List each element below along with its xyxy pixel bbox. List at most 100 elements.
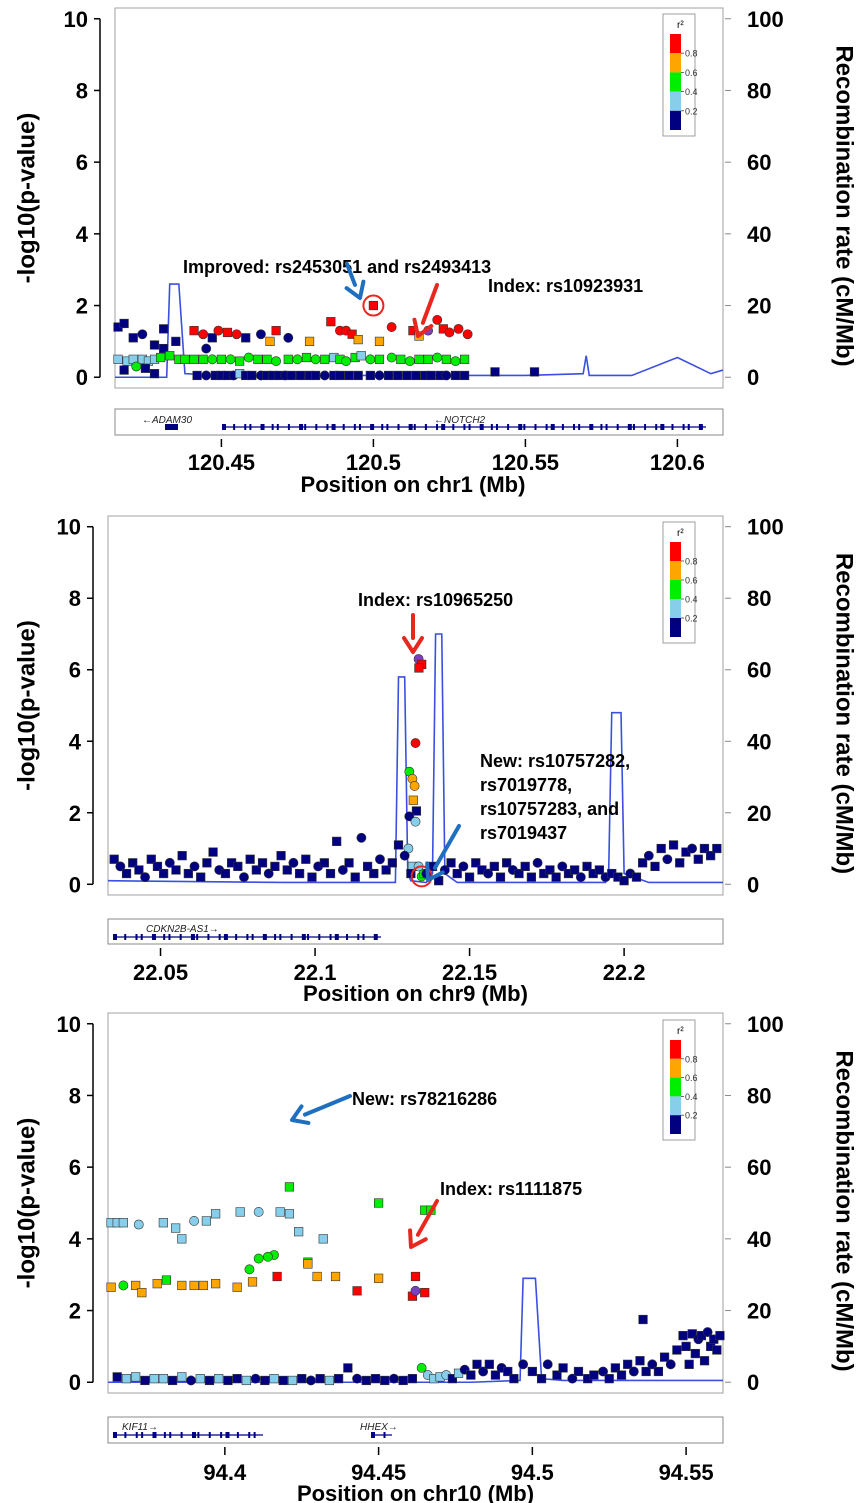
exon (386, 424, 389, 430)
snp-point-square (315, 1374, 325, 1384)
snp-point-circle (337, 865, 348, 875)
snp-point-square (373, 1198, 384, 1208)
snp-point-square (233, 861, 243, 871)
exon (165, 424, 178, 430)
snp-point-circle (356, 832, 367, 843)
snp-point-square (109, 854, 119, 864)
y-tick-label: 10 (64, 7, 88, 32)
snp-point-square (582, 861, 592, 871)
snp-point-square (570, 865, 580, 875)
exon (550, 424, 555, 430)
x-tick-label: 22.15 (442, 960, 497, 985)
snp-point-circle (319, 370, 330, 381)
annotation-arrowhead (412, 317, 434, 338)
snp-point-square (672, 1345, 682, 1355)
exon (290, 934, 293, 940)
x-tick-label: 94.5 (511, 1460, 554, 1485)
snp-point-circle (253, 1253, 264, 1264)
snp-point-square (286, 370, 296, 381)
y2-tick-label: 0 (747, 872, 759, 897)
y-tick-label: 0 (69, 1370, 81, 1395)
legend-title: r² (677, 20, 684, 31)
snp-point-circle (647, 1359, 658, 1370)
snp-point-square (165, 351, 175, 361)
exon (518, 424, 523, 430)
exon (225, 1432, 230, 1438)
exon (479, 424, 484, 430)
snp-point-circle (198, 329, 209, 340)
snp-point-square (690, 1348, 700, 1359)
y2-tick-label: 80 (747, 1083, 771, 1108)
gene-label: ←NOTCH2 (434, 415, 486, 426)
exon (113, 934, 117, 940)
snp-point-circle (306, 1375, 316, 1386)
snp-point-square (635, 1356, 645, 1366)
snp-point-square (167, 1375, 178, 1386)
snp-point-square (514, 868, 524, 879)
snp-point-square (301, 854, 311, 864)
snp-point-circle (598, 1366, 608, 1377)
snp-point-square (137, 1288, 147, 1298)
snp-point-circle (557, 861, 568, 872)
exon (346, 934, 349, 940)
exon (495, 424, 498, 430)
snp-point-square (128, 333, 138, 343)
snp-point-square (408, 795, 418, 805)
snp-point-circle (310, 354, 321, 365)
snp-point-circle (213, 325, 224, 336)
snp-point-square (307, 872, 317, 882)
y-tick-label: 8 (69, 1083, 81, 1108)
snp-point-square (356, 351, 366, 361)
snp-point-square (369, 868, 379, 879)
snp-point-square (681, 1341, 691, 1351)
exon (135, 934, 138, 940)
snp-point-square (128, 858, 138, 868)
snp-point-square (220, 868, 231, 879)
snp-point-circle (250, 1373, 261, 1384)
exon (397, 424, 400, 430)
exon (632, 424, 635, 430)
annotation-line: New: rs10757282, (480, 751, 630, 771)
exon (687, 424, 690, 430)
snp-point-circle (375, 854, 385, 865)
snp-point-square (610, 1363, 620, 1373)
y-tick-label: 6 (69, 658, 81, 683)
snp-point-square (407, 1374, 418, 1384)
snp-point-square (235, 1207, 245, 1217)
snp-point-square (365, 370, 375, 381)
annotation-line: New: rs78216286 (352, 1089, 497, 1109)
snp-point-square (192, 370, 202, 381)
exon (190, 934, 195, 940)
snp-point-square (503, 1366, 513, 1377)
legend-swatch (670, 580, 681, 599)
snp-point-square (304, 336, 315, 346)
exon (413, 424, 416, 430)
snp-point-circle (244, 1264, 255, 1275)
snp-point-square (146, 854, 156, 864)
exon (251, 934, 254, 940)
snp-point-circle (404, 811, 415, 822)
snp-point-square (272, 1271, 282, 1282)
x-tick-label: 120.45 (188, 450, 255, 475)
snp-point-square (335, 370, 345, 381)
snp-point-circle (137, 329, 148, 340)
x-tick-label: 22.05 (133, 960, 188, 985)
snp-point-circle (416, 1363, 427, 1373)
snp-point-square (269, 1374, 279, 1384)
y-tick-label: 4 (69, 1227, 82, 1252)
y2-tick-label: 60 (747, 150, 771, 175)
exon (698, 424, 703, 430)
annotation-arrowhead (402, 636, 424, 654)
annotation-arrow (420, 283, 439, 325)
exon (246, 934, 249, 940)
legend-label: 0.8 (685, 557, 698, 567)
snp-point-circle (453, 323, 464, 334)
x-tick-label: 120.6 (650, 450, 705, 475)
exon (600, 424, 603, 430)
legend-label: 0.6 (685, 68, 698, 78)
y2-tick-label: 0 (747, 1370, 759, 1395)
snp-point-circle (164, 857, 175, 868)
exon (236, 1432, 239, 1438)
exon (168, 934, 171, 940)
exon (271, 424, 274, 430)
